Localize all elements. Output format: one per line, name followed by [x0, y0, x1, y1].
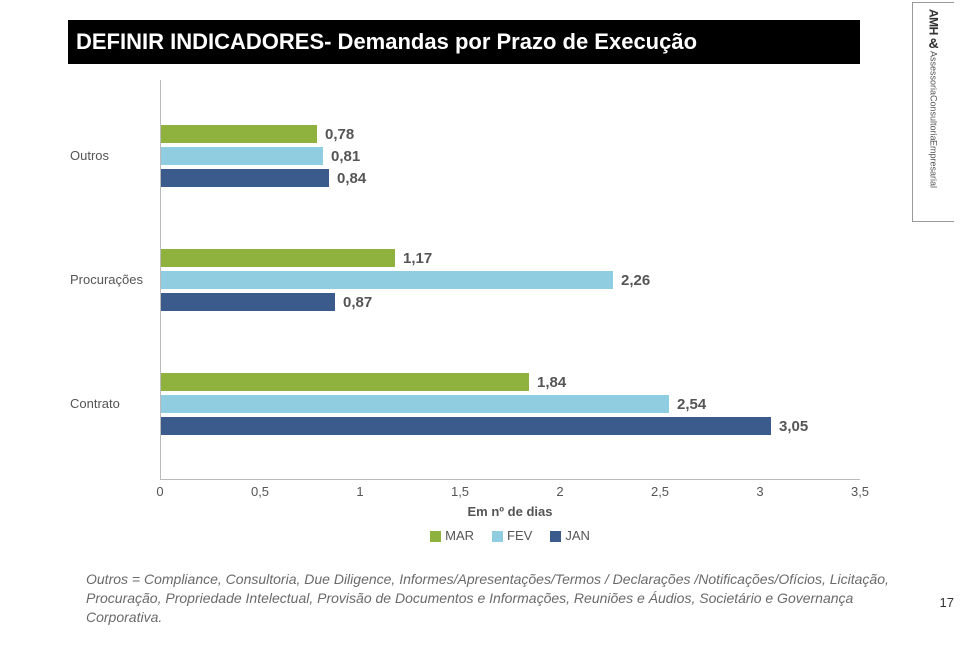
bar: 0,78	[161, 125, 354, 143]
title-band: DEFINIR INDICADORES- Demandas por Prazo …	[68, 20, 860, 64]
bar-fill	[161, 249, 395, 267]
bar-value-label: 2,26	[621, 272, 650, 289]
bar-value-label: 1,17	[403, 250, 432, 267]
category-label: Outros	[70, 148, 155, 163]
chart: 0,78 0,81 0,84 1,17 2,26 0,87 1,84 2,54 3,05 0 0,…	[70, 80, 870, 550]
logo-ampersand: &	[928, 35, 938, 51]
bar-fill	[161, 293, 335, 311]
bar-fill	[161, 417, 771, 435]
legend-item: MAR	[430, 528, 474, 543]
legend-label: JAN	[565, 528, 590, 543]
legend-swatch	[550, 531, 561, 542]
bar: 1,84	[161, 373, 566, 391]
logo-text-top: AMH	[927, 9, 941, 35]
x-axis-title: Em nº de dias	[160, 504, 860, 519]
bar-value-label: 0,81	[331, 148, 360, 165]
bar: 1,17	[161, 249, 432, 267]
logo-sub1: Assessoria	[929, 51, 939, 95]
legend-item: JAN	[550, 528, 590, 543]
bar-value-label: 1,84	[537, 374, 566, 391]
page-title: DEFINIR INDICADORES- Demandas por Prazo …	[76, 29, 697, 55]
bar-value-label: 0,78	[325, 126, 354, 143]
x-tick-label: 0	[156, 484, 163, 499]
x-axis: 00,511,522,533,5	[160, 480, 860, 502]
x-tick-label: 1,5	[451, 484, 469, 499]
bar: 0,81	[161, 147, 360, 165]
bar-fill	[161, 373, 529, 391]
x-tick-label: 1	[356, 484, 363, 499]
footnote-text: Outros = Compliance, Consultoria, Due Di…	[86, 570, 896, 627]
page-number: 17	[940, 595, 954, 610]
bar-value-label: 2,54	[677, 396, 706, 413]
logo-sub3: Empresarial	[929, 140, 939, 188]
bar: 2,54	[161, 395, 706, 413]
category-label: Contrato	[70, 396, 155, 411]
x-tick-label: 2,5	[651, 484, 669, 499]
chart-legend: MAR FEV JAN	[160, 528, 860, 543]
x-tick-label: 2	[556, 484, 563, 499]
legend-label: FEV	[507, 528, 532, 543]
bar: 2,26	[161, 271, 650, 289]
bar: 3,05	[161, 417, 808, 435]
legend-swatch	[492, 531, 503, 542]
bar-value-label: 3,05	[779, 418, 808, 435]
bar-value-label: 0,87	[343, 294, 372, 311]
bar-fill	[161, 147, 323, 165]
legend-swatch	[430, 531, 441, 542]
chart-plot: 0,78 0,81 0,84 1,17 2,26 0,87 1,84 2,54 3,05	[160, 80, 860, 480]
category-label: Procurações	[70, 272, 155, 287]
bar-fill	[161, 169, 329, 187]
bar-fill	[161, 271, 613, 289]
x-tick-label: 0,5	[251, 484, 269, 499]
bar: 0,84	[161, 169, 366, 187]
bar-fill	[161, 395, 669, 413]
logo-sub2: Consultoria	[929, 95, 939, 141]
x-tick-label: 3,5	[851, 484, 869, 499]
legend-label: MAR	[445, 528, 474, 543]
bar: 0,87	[161, 293, 372, 311]
x-tick-label: 3	[756, 484, 763, 499]
bar-fill	[161, 125, 317, 143]
bar-value-label: 0,84	[337, 170, 366, 187]
legend-item: FEV	[492, 528, 532, 543]
brand-logo: AMH & Assessoria Consultoria Empresarial	[912, 2, 954, 222]
